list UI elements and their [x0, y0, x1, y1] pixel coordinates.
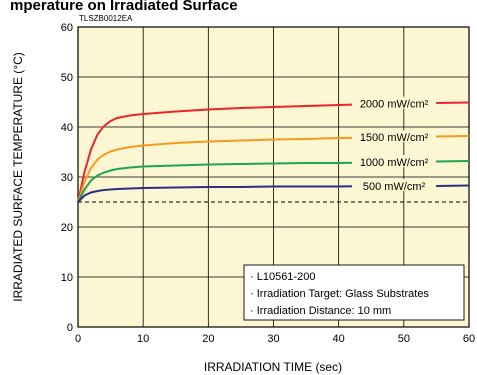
series-label-bg — [352, 96, 437, 109]
y-tick-label: 60 — [61, 22, 73, 34]
series-label-bg — [352, 130, 437, 143]
series-lines: 2000 mW/cm² 1500 mW/cm² 1000 mW/cm² 500 mW/… — [77, 96, 470, 203]
x-tick-label: 0 — [75, 333, 81, 345]
y-axis-label: IRRADIATED SURFACE TEMPERATURE (°C) — [11, 52, 25, 302]
y-tick-label: 40 — [61, 122, 73, 134]
x-tick-label: 10 — [137, 333, 149, 345]
chart-title: mperature on Irradiated Surface — [10, 0, 238, 14]
series-label: 2000 mW/cm² — [360, 99, 429, 111]
series-label-bg — [352, 155, 437, 168]
x-tick-label: 50 — [398, 333, 410, 345]
series-label: 1000 mW/cm² — [360, 157, 429, 169]
legend: · L10561-200 · Irradiation Target: Glass… — [243, 264, 465, 321]
y-tick-label: 50 — [61, 72, 73, 84]
y-axis: 0 10 20 30 40 50 60 — [61, 22, 73, 334]
legend-frame — [243, 264, 465, 321]
series-label-bg — [352, 179, 437, 191]
y-tick-label: 10 — [61, 272, 73, 284]
x-axis: 0 10 20 30 40 50 60 — [75, 333, 475, 345]
legend-line-3: · Irradiation Distance: 10 mm — [250, 305, 391, 317]
doc-id: TLSZB0012EA — [79, 14, 133, 23]
x-tick-label: 60 — [463, 333, 475, 345]
y-tick-label: 30 — [61, 172, 73, 184]
x-axis-label: IRRADIATION TIME (sec) — [204, 360, 342, 374]
x-tick-label: 30 — [267, 333, 279, 345]
legend-line-1: · L10561-200 — [250, 271, 315, 283]
x-tick-label: 20 — [202, 333, 214, 345]
legend-line-2: · Irradiation Target: Glass Substrates — [250, 288, 429, 300]
y-tick-label: 20 — [61, 222, 73, 234]
series-label: 500 mW/cm² — [363, 181, 426, 193]
y-tick-label: 0 — [67, 322, 73, 334]
series-label: 1500 mW/cm² — [360, 132, 429, 144]
x-tick-label: 40 — [333, 333, 345, 345]
